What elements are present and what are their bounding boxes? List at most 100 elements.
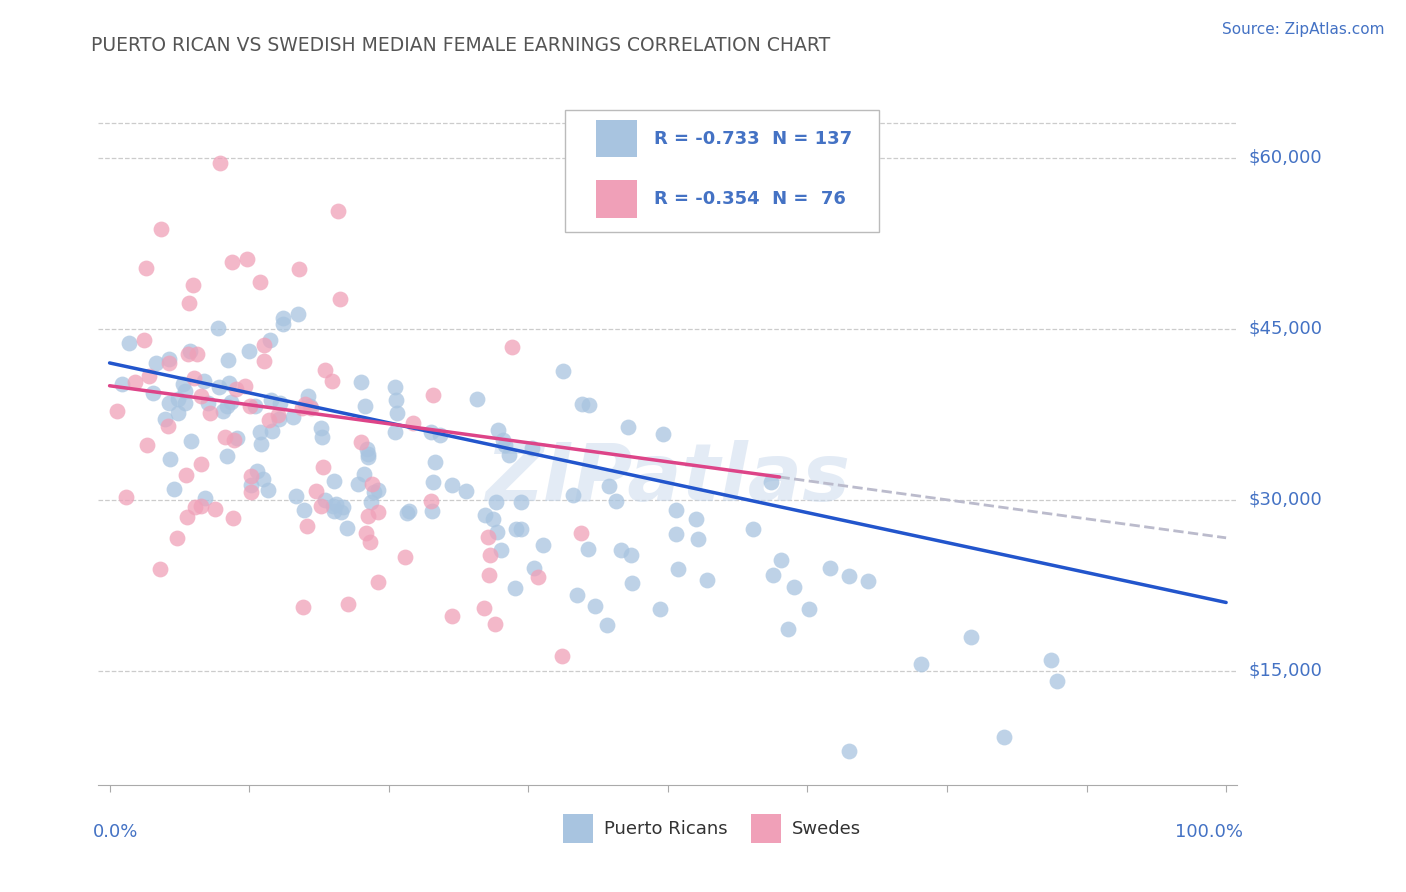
Point	[357, 450, 380, 464]
Point	[218, 376, 240, 390]
Point	[124, 376, 146, 390]
Point	[668, 562, 690, 576]
Point	[159, 451, 181, 466]
Point	[652, 426, 675, 441]
Point	[486, 525, 509, 540]
Point	[193, 374, 215, 388]
Point	[367, 574, 389, 589]
Point	[477, 530, 499, 544]
Point	[135, 437, 157, 451]
Point	[419, 425, 441, 439]
Point	[239, 399, 262, 413]
Point	[354, 399, 377, 413]
Point	[222, 511, 245, 525]
Point	[498, 448, 520, 462]
Point	[396, 506, 419, 520]
Point	[562, 488, 585, 502]
Point	[741, 522, 763, 536]
Text: Swedes: Swedes	[792, 820, 860, 838]
Point	[571, 397, 593, 411]
Point	[422, 388, 444, 402]
Point	[145, 356, 167, 370]
Point	[1046, 673, 1069, 688]
Point	[238, 344, 260, 359]
Point	[576, 541, 599, 556]
Point	[501, 340, 523, 354]
Point	[249, 425, 271, 439]
Point	[221, 255, 243, 269]
Point	[177, 347, 200, 361]
Point	[346, 477, 368, 491]
Text: Source: ZipAtlas.com: Source: ZipAtlas.com	[1222, 22, 1385, 37]
Point	[183, 500, 205, 514]
Point	[505, 522, 527, 536]
Point	[356, 509, 378, 524]
Point	[149, 562, 172, 576]
Point	[486, 423, 509, 437]
Point	[190, 389, 212, 403]
Point	[291, 401, 314, 415]
Point	[311, 430, 333, 444]
Point	[384, 392, 406, 407]
Point	[357, 447, 380, 461]
Point	[204, 502, 226, 516]
Point	[551, 364, 574, 378]
Point	[467, 392, 489, 406]
Point	[367, 483, 389, 498]
Point	[350, 435, 373, 450]
Point	[219, 395, 242, 409]
Point	[287, 307, 309, 321]
Text: R = -0.354  N =  76: R = -0.354 N = 76	[654, 190, 846, 208]
Point	[134, 333, 156, 347]
Point	[523, 561, 546, 575]
Point	[215, 399, 238, 413]
Point	[135, 261, 157, 276]
Point	[266, 408, 288, 422]
Point	[200, 406, 222, 420]
Point	[240, 468, 263, 483]
Point	[478, 568, 501, 582]
Point	[509, 523, 531, 537]
Point	[297, 389, 319, 403]
Point	[353, 467, 375, 481]
Point	[253, 338, 276, 352]
Point	[665, 503, 688, 517]
Point	[332, 500, 354, 515]
Point	[183, 370, 205, 384]
Point	[252, 473, 274, 487]
Text: 0.0%: 0.0%	[93, 823, 138, 841]
Point	[269, 396, 291, 410]
Point	[207, 380, 229, 394]
Point	[157, 355, 180, 369]
Point	[105, 404, 128, 418]
Point	[314, 362, 336, 376]
Point	[225, 431, 247, 445]
Point	[283, 409, 305, 424]
Point	[696, 574, 718, 588]
Point	[292, 503, 315, 517]
Point	[291, 599, 314, 614]
Point	[186, 347, 208, 361]
Point	[474, 508, 496, 522]
Text: Puerto Ricans: Puerto Ricans	[605, 820, 728, 838]
Point	[157, 351, 180, 366]
Point	[665, 527, 688, 541]
Point	[531, 538, 554, 552]
FancyBboxPatch shape	[596, 120, 637, 157]
Point	[284, 489, 307, 503]
Point	[153, 412, 176, 426]
Point	[166, 532, 188, 546]
Point	[336, 598, 359, 612]
Point	[246, 464, 269, 478]
Point	[174, 396, 197, 410]
Point	[259, 412, 281, 426]
Point	[360, 495, 382, 509]
Point	[778, 622, 800, 636]
Point	[294, 397, 316, 411]
Point	[485, 495, 508, 509]
Point	[256, 483, 278, 497]
Point	[384, 425, 406, 440]
Point	[325, 497, 347, 511]
Point	[239, 478, 262, 492]
Point	[441, 478, 464, 492]
